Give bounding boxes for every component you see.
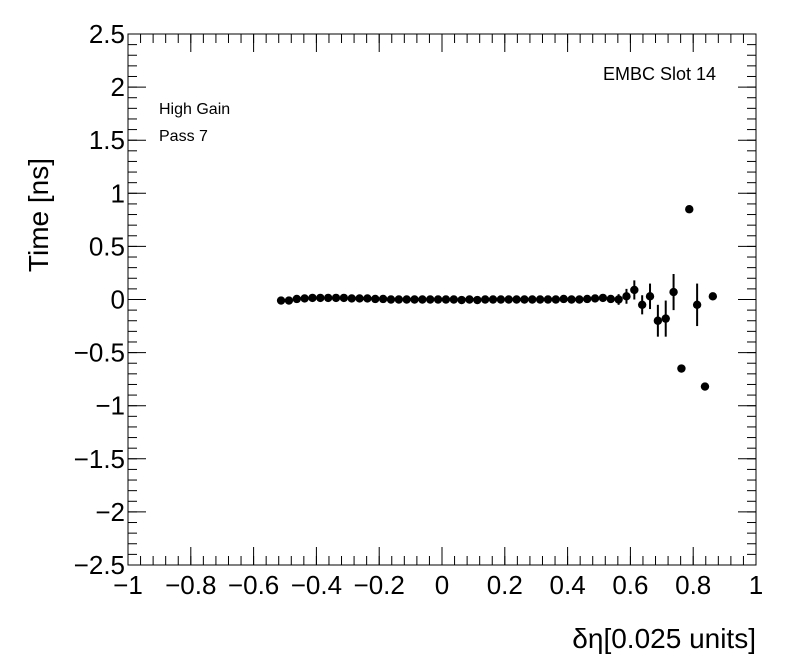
data-point	[488, 295, 498, 304]
data-point	[606, 294, 615, 304]
x-tick-label: 0.4	[550, 570, 586, 600]
y-tick-label: 0	[111, 285, 125, 315]
data-point	[669, 287, 678, 297]
data-point	[316, 293, 325, 303]
data-point	[559, 294, 568, 304]
x-tick-labels: −1 −0.8 −0.6 −0.4 −0.2 0 0.2 0.4 0.6 0.8 1	[113, 570, 763, 600]
data-point	[331, 293, 341, 303]
y-tick-label: 1	[111, 178, 125, 208]
x-tick-label: −0.2	[354, 570, 405, 600]
data-point	[645, 292, 655, 301]
data-point	[614, 295, 623, 304]
data-point	[308, 293, 317, 303]
data-point	[473, 295, 482, 305]
data-point	[371, 294, 380, 304]
y-tick-label: −2	[95, 497, 125, 527]
data-point	[630, 285, 639, 295]
data-point	[292, 294, 301, 304]
data-point	[465, 295, 474, 304]
data-point	[567, 295, 576, 304]
x-axis-title: δη[0.025 units]	[572, 623, 756, 654]
x-tick-label: 0.6	[612, 570, 648, 600]
x-tick-label: 0	[435, 570, 449, 600]
data-point	[418, 295, 427, 304]
data-point	[512, 295, 521, 304]
data-point	[637, 300, 647, 310]
y-tick-label: 1.5	[89, 125, 125, 155]
data-point	[661, 314, 670, 323]
x-tick-label: −0.8	[165, 570, 216, 600]
data-point	[378, 294, 388, 304]
data-point	[300, 294, 309, 303]
y-tick-label: −1	[95, 391, 125, 421]
data-point	[426, 295, 435, 304]
x-tick-label: −1	[113, 570, 143, 600]
y-tick-label: −0.5	[74, 338, 125, 368]
plot-frame	[127, 33, 757, 566]
data-point	[528, 295, 537, 304]
data-point	[504, 295, 513, 304]
data-point	[441, 295, 451, 304]
data-point	[496, 295, 506, 304]
slot-annotation: EMBC Slot 14	[603, 64, 716, 84]
data-point	[394, 295, 404, 304]
y-tick-label: −1.5	[74, 444, 125, 474]
x-tick-label: −0.6	[228, 570, 279, 600]
data-point	[685, 205, 694, 214]
x-tick-label: 0.2	[487, 570, 523, 600]
data-point	[355, 294, 364, 303]
data-point	[347, 294, 356, 303]
data-point	[410, 295, 419, 304]
data-point	[480, 295, 490, 304]
data-point	[386, 295, 396, 304]
pass-annotation: Pass 7	[159, 128, 208, 145]
data-point	[284, 296, 294, 305]
data-point	[653, 316, 663, 325]
x-tick-label: 1	[749, 570, 763, 600]
data-point	[323, 293, 333, 303]
data-point	[692, 300, 702, 310]
data-point	[457, 295, 466, 305]
data-point	[363, 294, 372, 303]
data-point	[700, 382, 710, 391]
error-bars	[280, 274, 699, 337]
data-point	[433, 295, 443, 304]
data-point	[583, 294, 592, 304]
data-point	[622, 292, 631, 301]
x-tick-label: 0.8	[675, 570, 711, 600]
data-point	[339, 293, 349, 303]
data-point	[598, 293, 608, 303]
y-tick-label: 0.5	[89, 231, 125, 261]
y-tick-labels: −2.5 −2 −1.5 −1 −0.5 0 0.5 1 1.5 2 2.5	[74, 19, 125, 580]
data-point	[575, 295, 584, 304]
data-point	[520, 295, 529, 304]
x-tick-label: −0.4	[291, 570, 342, 600]
data-point	[677, 364, 686, 373]
data-point	[535, 295, 545, 304]
data-point	[402, 295, 411, 304]
data-point	[551, 295, 561, 304]
gain-annotation: High Gain	[159, 101, 230, 118]
data-point	[449, 295, 458, 304]
data-point	[590, 294, 600, 303]
data-points	[276, 205, 718, 391]
data-point	[543, 295, 553, 304]
data-point	[276, 296, 286, 305]
y-tick-label: 2.5	[89, 19, 125, 49]
data-point	[708, 292, 718, 301]
y-tick-label: −2.5	[74, 550, 125, 580]
y-axis-title: Time [ns]	[23, 158, 54, 272]
y-tick-label: 2	[111, 72, 125, 102]
